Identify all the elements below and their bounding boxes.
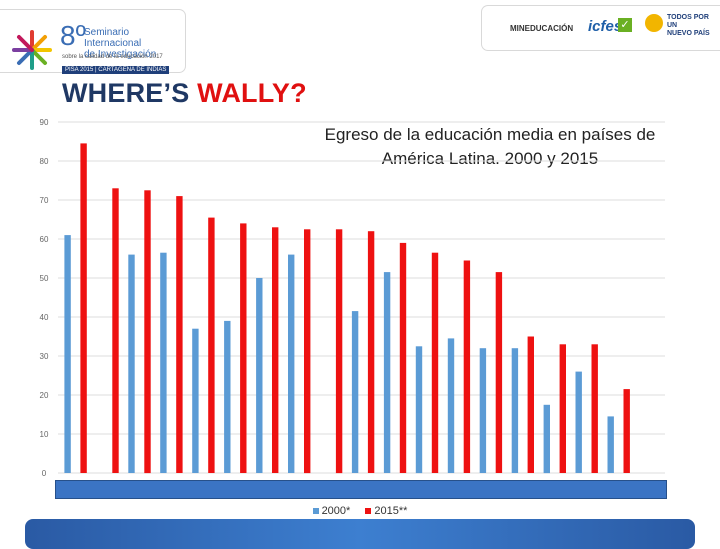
nuevo-pais-logo: TODOS POR UN NUEVO PAÍS (667, 14, 710, 37)
bar-2015-10 (399, 242, 407, 473)
seminar-number: 8º (60, 20, 86, 51)
y-tick-label: 90 (40, 118, 49, 127)
legend-swatch-2000 (312, 508, 319, 515)
bar-2000-14 (511, 348, 519, 473)
bar-2015-0 (80, 143, 87, 473)
bar-2015-17 (623, 389, 630, 473)
bar-2015-2 (144, 190, 151, 474)
legend-item-2015: 2015** (365, 505, 407, 517)
seminar-logo-panel: 8º Seminario Internacional de Investigaci… (0, 10, 185, 74)
bar-2000-12 (447, 338, 455, 473)
bar-2015-15 (559, 344, 566, 473)
institution-logos (482, 6, 720, 50)
bar-2015-12 (463, 260, 471, 473)
bar-2015-14 (527, 336, 534, 473)
bar-2000-16 (575, 371, 582, 473)
y-tick-label: 20 (40, 391, 49, 400)
bar-2015-1 (112, 188, 119, 474)
bar-2015-9 (367, 231, 375, 473)
bar-2000-13 (479, 348, 487, 473)
chart-legend: 2000* 2015** (0, 505, 720, 517)
bar-2000-7 (288, 254, 295, 473)
slide-title: WHERE’S WALLY? (62, 78, 307, 108)
bar-2000-4 (192, 328, 199, 473)
seminar-burst-icon (12, 30, 52, 70)
seminar-word-2: Internacional de Investigación (84, 38, 157, 60)
legend-swatch-2015 (365, 508, 372, 515)
nuevo-pais-emblem-icon (645, 14, 663, 32)
icfes-logo: icfes (588, 18, 623, 35)
y-tick-label: 50 (40, 274, 49, 283)
y-tick-label: 0 (42, 469, 47, 478)
footer-bar (25, 519, 695, 549)
bar-2015-7 (304, 229, 311, 474)
bar-2000-17 (607, 416, 614, 473)
y-tick-label: 80 (40, 157, 49, 166)
bar-2000-2 (128, 254, 135, 473)
mineducacion-logo: MINEDUCACIÓN (510, 24, 574, 33)
category-axis-band (55, 480, 667, 499)
y-tick-label: 70 (40, 196, 49, 205)
chart-title: Egreso de la educación media en países d… (324, 125, 656, 168)
bar-2015-13 (495, 272, 503, 473)
bar-2015-11 (431, 252, 439, 473)
bar-2015-4 (208, 217, 215, 473)
bar-2000-15 (543, 404, 550, 474)
legend-item-2000: 2000* (312, 505, 350, 517)
y-tick-label: 30 (40, 352, 49, 361)
bar-2000-6 (256, 278, 263, 473)
checkmark-icon: ✓ (618, 18, 632, 32)
bar-2000-11 (415, 346, 423, 474)
bar-2015-16 (591, 344, 598, 473)
seminar-tag: PISA 2015 | CARTAGENA DE INDIAS (62, 66, 170, 74)
bar-2000-3 (160, 252, 167, 473)
bar-2000-9 (351, 311, 359, 473)
y-tick-label: 40 (40, 313, 49, 322)
bar-2000-0 (64, 235, 71, 473)
bar-2015-3 (176, 196, 183, 473)
bar-2000-5 (224, 320, 231, 473)
bar-2015-6 (272, 227, 279, 473)
y-tick-label: 60 (40, 235, 49, 244)
bar-2015-8 (335, 229, 343, 474)
bar-2015-5 (240, 223, 247, 473)
seminar-subtitle: sobre la calidad de la educación 2017 (62, 54, 163, 60)
bar-2000-10 (383, 272, 391, 473)
y-tick-label: 10 (40, 430, 49, 439)
seminar-word: Seminario (84, 27, 130, 38)
